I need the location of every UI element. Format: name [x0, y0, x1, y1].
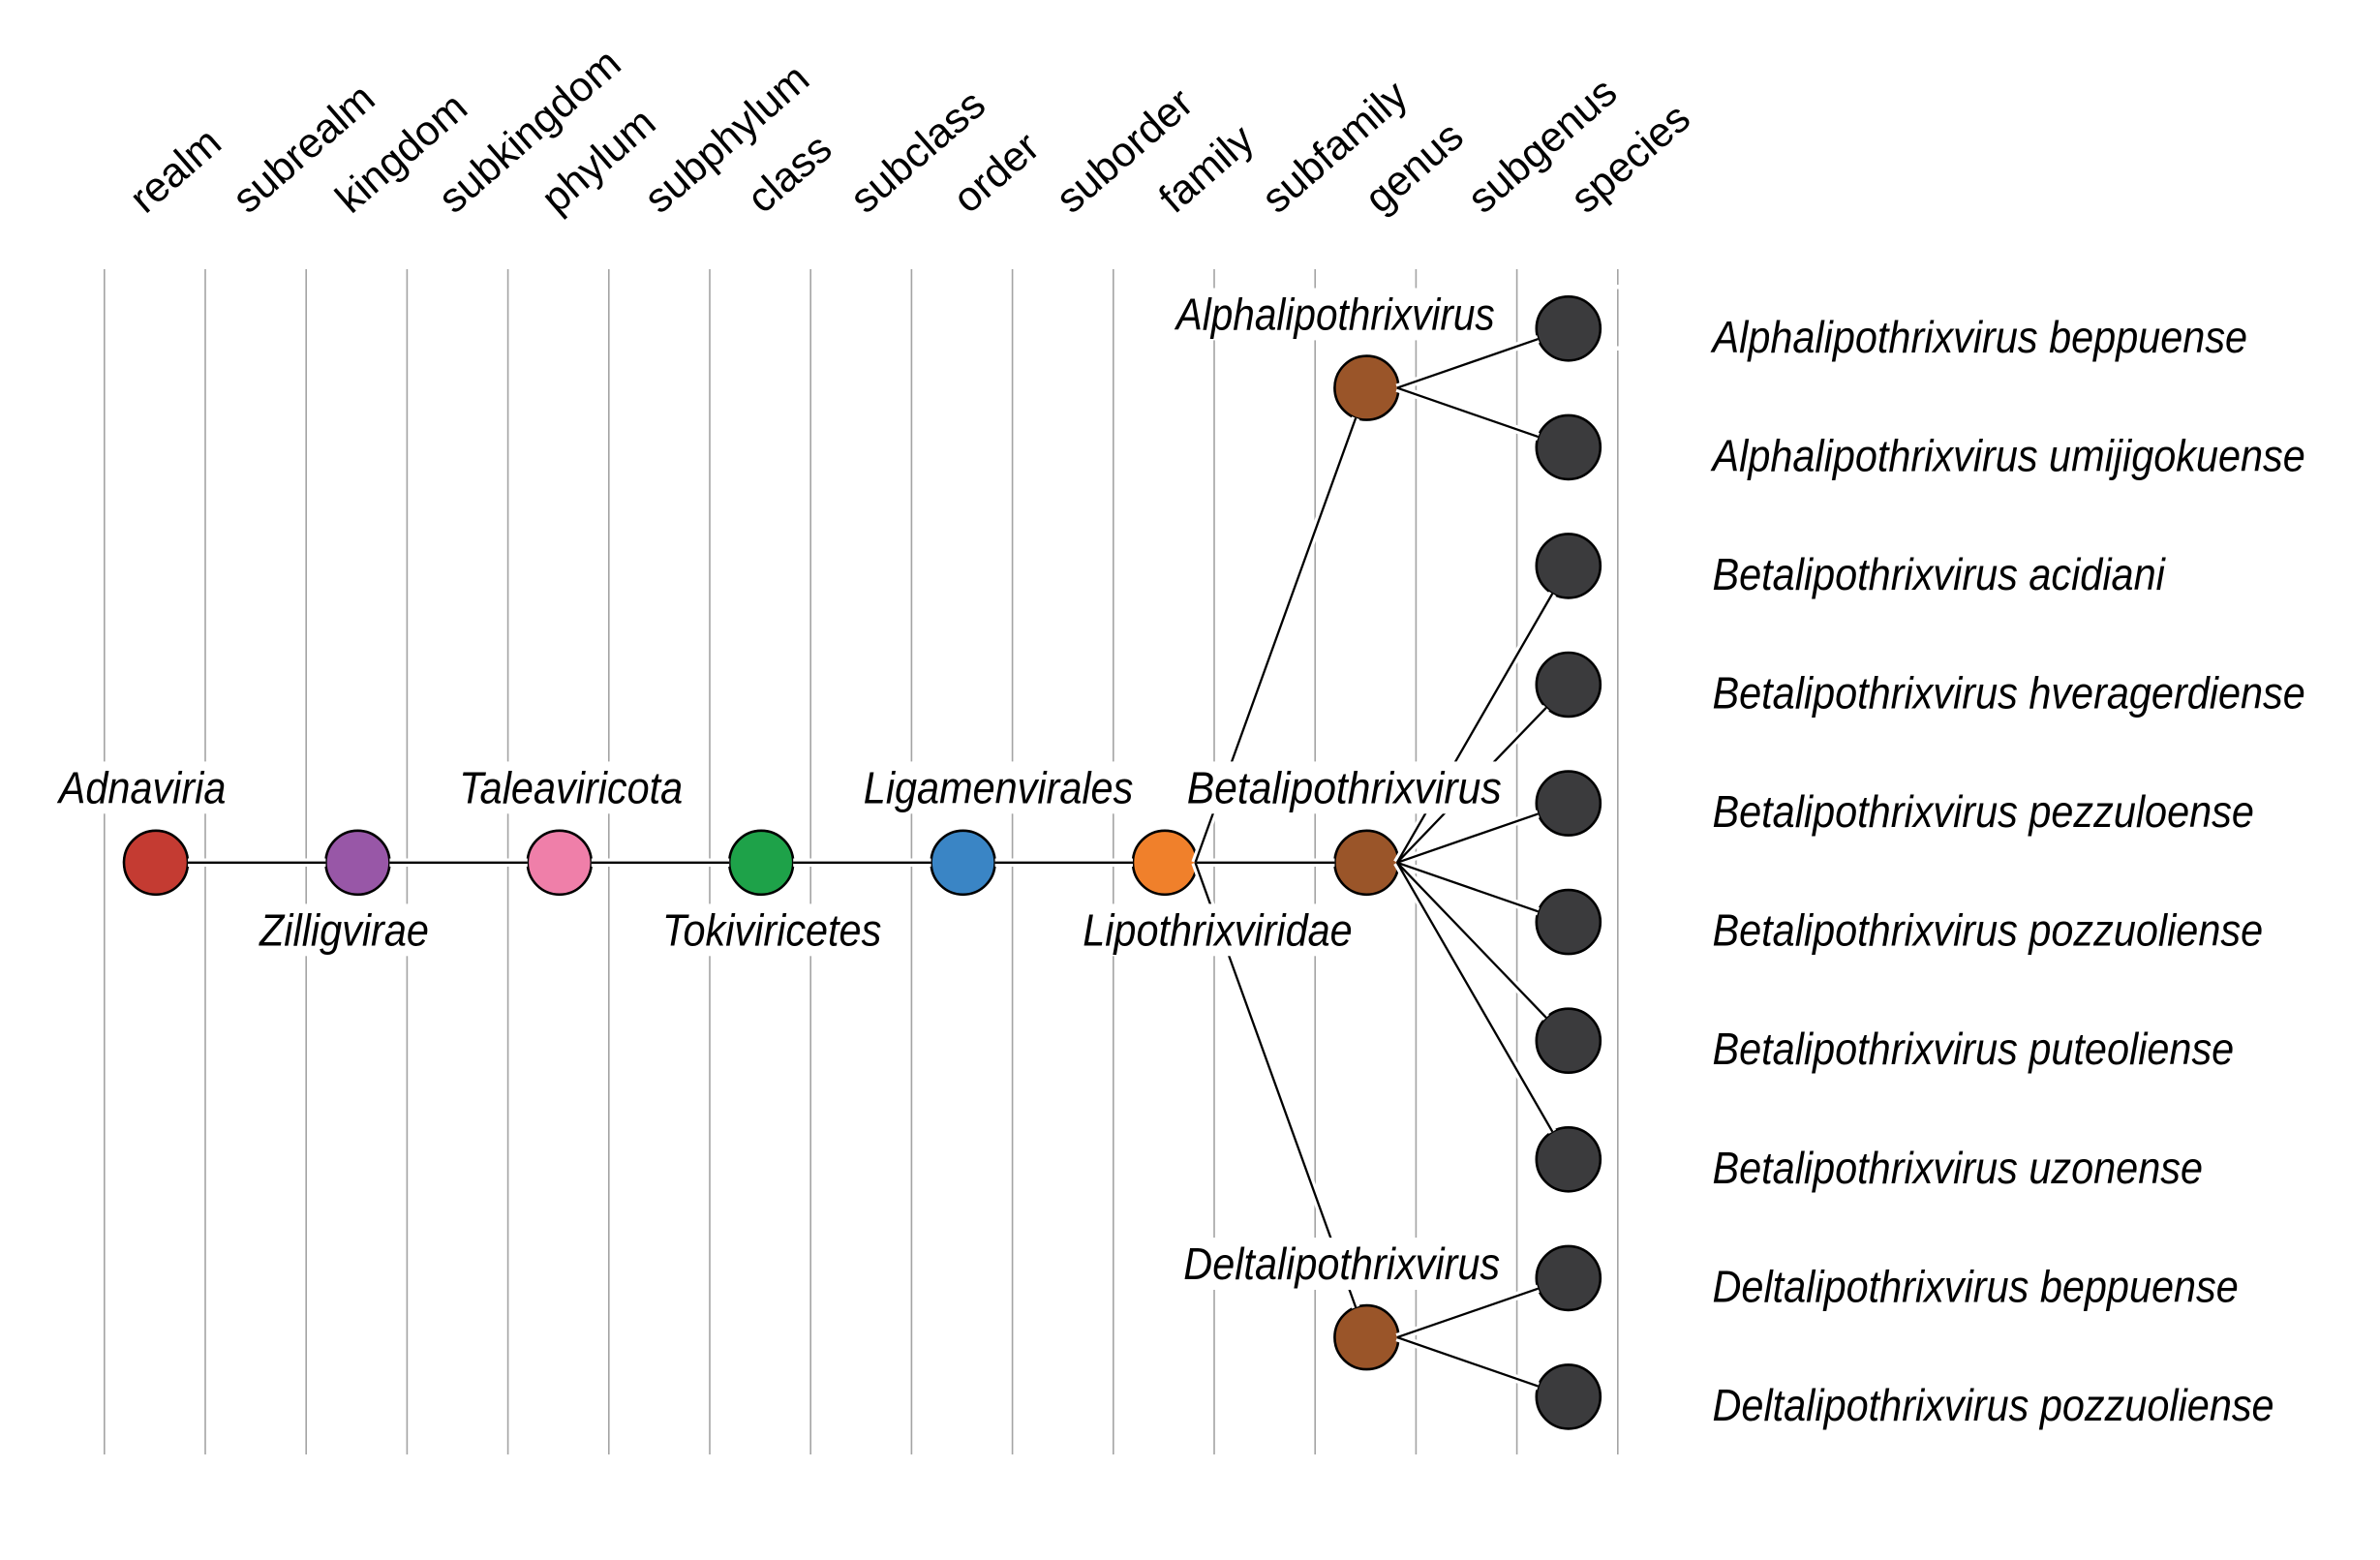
svg-text:Adnaviria: Adnaviria — [56, 763, 226, 813]
svg-text:Betalipothrixvirus: Betalipothrixvirus — [1187, 763, 1502, 813]
svg-text:Deltalipothrixvirus beppuense: Deltalipothrixvirus beppuense — [1713, 1261, 2239, 1311]
svg-text:Tokiviricetes: Tokiviricetes — [662, 905, 881, 956]
svg-text:Deltalipothrixvirus: Deltalipothrixvirus — [1183, 1239, 1500, 1289]
svg-text:Betalipothrixvirus uzonense: Betalipothrixvirus uzonense — [1713, 1143, 2204, 1193]
svg-text:Alphalipothrixvirus: Alphalipothrixvirus — [1174, 290, 1495, 340]
svg-text:Deltalipothrixvirus pozzuolien: Deltalipothrixvirus pozzuoliense — [1713, 1380, 2274, 1430]
svg-text:Zilligvirae: Zilligvirae — [259, 905, 429, 956]
svg-text:Betalipothrixvirus acidiani: Betalipothrixvirus acidiani — [1713, 549, 2167, 599]
svg-text:Betalipothrixvirus pozzuoliens: Betalipothrixvirus pozzuoliense — [1713, 905, 2264, 956]
svg-text:Taleaviricota: Taleaviricota — [459, 763, 683, 813]
svg-text:Betalipothrixvirus hveragerdie: Betalipothrixvirus hveragerdiense — [1713, 668, 2305, 719]
svg-text:Ligamenvirales: Ligamenvirales — [864, 763, 1134, 813]
svg-text:Betalipothrixvirus pezzuloense: Betalipothrixvirus pezzuloense — [1713, 786, 2254, 837]
svg-text:Alphalipothrixvirus beppuense: Alphalipothrixvirus beppuense — [1710, 312, 2247, 362]
svg-text:Betalipothrixvirus puteoliense: Betalipothrixvirus puteoliense — [1713, 1024, 2235, 1074]
svg-text:Lipothrixviridae: Lipothrixviridae — [1083, 905, 1353, 956]
svg-text:Alphalipothrixvirus umijigokue: Alphalipothrixvirus umijigokuense — [1710, 430, 2305, 480]
